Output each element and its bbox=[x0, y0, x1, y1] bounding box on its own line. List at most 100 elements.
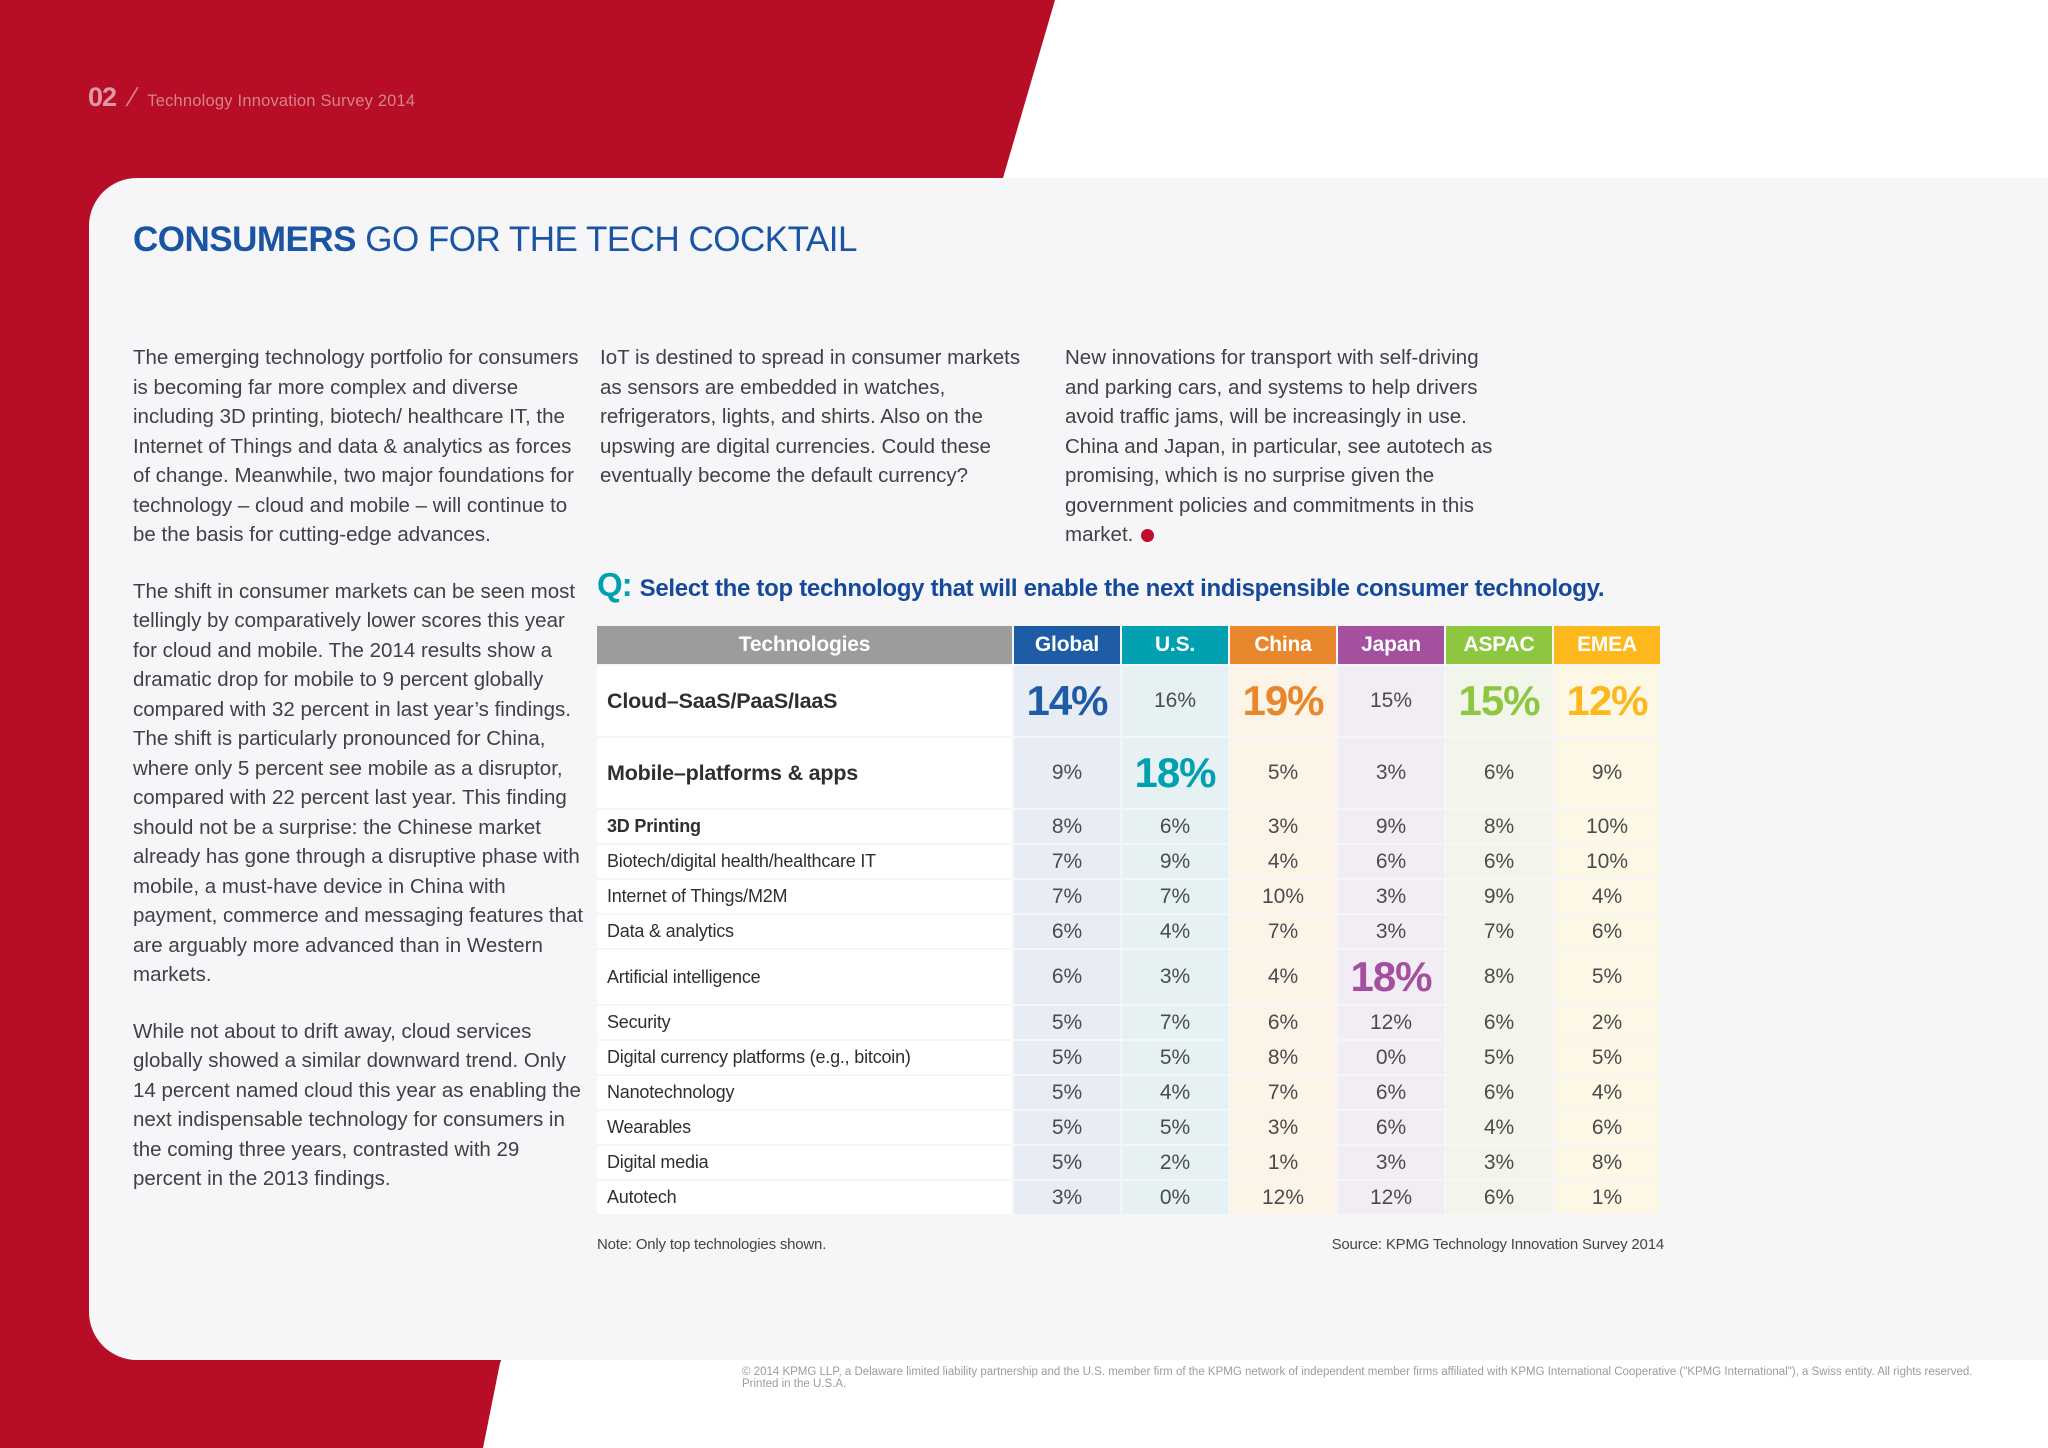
document-title: Technology Innovation Survey 2014 bbox=[147, 92, 416, 110]
page-header: 02 / Technology Innovation Survey 2014 bbox=[88, 82, 415, 113]
table-cell-china: 3% bbox=[1230, 1111, 1336, 1144]
paragraph: The emerging technology portfolio for co… bbox=[133, 346, 579, 546]
technology-label: Mobile–platforms & apps bbox=[597, 738, 1012, 808]
table-cell-emea: 5% bbox=[1554, 1041, 1660, 1074]
page-title: CONSUMERS GO FOR THE TECH COCKTAIL bbox=[133, 220, 857, 260]
table-cell-japan: 6% bbox=[1338, 845, 1444, 878]
technology-label: 3D Printing bbox=[597, 810, 1012, 843]
table-cell-us: 5% bbox=[1122, 1041, 1228, 1074]
table-cell-japan: 6% bbox=[1338, 1111, 1444, 1144]
table-row: Digital media 5% 2% 1% 3% 3% 8% bbox=[597, 1146, 1660, 1179]
technology-label: Nanotechnology bbox=[597, 1076, 1012, 1109]
paragraph: New innovations for transport with self-… bbox=[1065, 343, 1517, 550]
tech-results-table: Technologies Global U.S. China Japan ASPAC EME… bbox=[595, 624, 1662, 1216]
table-row: Internet of Things/M2M 7% 7% 10% 3% 9% 4% bbox=[597, 880, 1660, 913]
table-footnotes: Note: Only top technologies shown. Sourc… bbox=[597, 1236, 1664, 1253]
body-column-1: The emerging technology portfolio for co… bbox=[133, 343, 585, 1221]
table-cell-china: 1% bbox=[1230, 1146, 1336, 1179]
table-cell-aspac: 6% bbox=[1446, 1006, 1552, 1039]
content-card: CONSUMERS GO FOR THE TECH COCKTAIL The e… bbox=[89, 178, 2048, 1360]
table-cell-global: 7% bbox=[1014, 845, 1120, 878]
table-cell-global: 14% bbox=[1014, 666, 1120, 736]
table-header-row: Technologies Global U.S. China Japan ASPAC EME… bbox=[597, 626, 1660, 664]
column-header-technologies: Technologies bbox=[597, 626, 1012, 664]
table-cell-china: 3% bbox=[1230, 810, 1336, 843]
table-cell-japan: 12% bbox=[1338, 1181, 1444, 1214]
technology-label: Autotech bbox=[597, 1181, 1012, 1214]
table-cell-us: 4% bbox=[1122, 1076, 1228, 1109]
paragraph-text: New innovations for transport with self-… bbox=[1065, 346, 1493, 546]
table-cell-aspac: 4% bbox=[1446, 1111, 1552, 1144]
table-cell-china: 19% bbox=[1230, 666, 1336, 736]
table-cell-emea: 8% bbox=[1554, 1146, 1660, 1179]
table-cell-us: 7% bbox=[1122, 1006, 1228, 1039]
table-cell-china: 6% bbox=[1230, 1006, 1336, 1039]
table-cell-china: 8% bbox=[1230, 1041, 1336, 1074]
table-cell-us: 0% bbox=[1122, 1181, 1228, 1214]
technology-label: Security bbox=[597, 1006, 1012, 1039]
table-cell-emea: 10% bbox=[1554, 845, 1660, 878]
table-cell-china: 7% bbox=[1230, 915, 1336, 948]
table-cell-china: 4% bbox=[1230, 950, 1336, 1004]
table-cell-aspac: 15% bbox=[1446, 666, 1552, 736]
table-cell-global: 6% bbox=[1014, 950, 1120, 1004]
table-row: Nanotechnology 5% 4% 7% 6% 6% 4% bbox=[597, 1076, 1660, 1109]
question-prefix: Q: bbox=[597, 566, 633, 603]
paragraph: While not about to drift away, cloud ser… bbox=[133, 1019, 581, 1191]
table-cell-aspac: 3% bbox=[1446, 1146, 1552, 1179]
technology-label: Internet of Things/M2M bbox=[597, 880, 1012, 913]
table-cell-emea: 4% bbox=[1554, 880, 1660, 913]
table-cell-global: 5% bbox=[1014, 1146, 1120, 1179]
table-row: 3D Printing 8% 6% 3% 9% 8% 10% bbox=[597, 810, 1660, 843]
table-cell-japan: 18% bbox=[1338, 950, 1444, 1004]
technology-label: Wearables bbox=[597, 1111, 1012, 1144]
table-cell-us: 9% bbox=[1122, 845, 1228, 878]
technology-label: Artificial intelligence bbox=[597, 950, 1012, 1004]
table-cell-emea: 12% bbox=[1554, 666, 1660, 736]
table-cell-emea: 9% bbox=[1554, 738, 1660, 808]
table-cell-japan: 15% bbox=[1338, 666, 1444, 736]
table-cell-us: 5% bbox=[1122, 1111, 1228, 1144]
table-cell-global: 6% bbox=[1014, 915, 1120, 948]
table-row: Mobile–platforms & apps 9% 18% 5% 3% 6% 9% bbox=[597, 738, 1660, 808]
table-cell-emea: 6% bbox=[1554, 1111, 1660, 1144]
results-table-wrapper: Technologies Global U.S. China Japan ASPAC EME… bbox=[595, 624, 1662, 1216]
table-cell-global: 8% bbox=[1014, 810, 1120, 843]
table-cell-china: 7% bbox=[1230, 1076, 1336, 1109]
table-cell-aspac: 7% bbox=[1446, 915, 1552, 948]
table-cell-aspac: 6% bbox=[1446, 738, 1552, 808]
table-cell-aspac: 6% bbox=[1446, 845, 1552, 878]
table-cell-global: 7% bbox=[1014, 880, 1120, 913]
table-cell-us: 7% bbox=[1122, 880, 1228, 913]
table-row: Artificial intelligence 6% 3% 4% 18% 8% 5% bbox=[597, 950, 1660, 1004]
table-cell-japan: 6% bbox=[1338, 1076, 1444, 1109]
column-header-us: U.S. bbox=[1122, 626, 1228, 664]
technology-label: Biotech/digital health/healthcare IT bbox=[597, 845, 1012, 878]
table-cell-global: 3% bbox=[1014, 1181, 1120, 1214]
paragraph: The shift in consumer markets can be see… bbox=[133, 579, 584, 987]
column-header-japan: Japan bbox=[1338, 626, 1444, 664]
table-row: Autotech 3% 0% 12% 12% 6% 1% bbox=[597, 1181, 1660, 1214]
table-cell-china: 12% bbox=[1230, 1181, 1336, 1214]
table-cell-japan: 12% bbox=[1338, 1006, 1444, 1039]
question-text: Select the top technology that will enab… bbox=[639, 575, 1605, 602]
table-cell-global: 9% bbox=[1014, 738, 1120, 808]
technology-label: Data & analytics bbox=[597, 915, 1012, 948]
column-header-emea: EMEA bbox=[1554, 626, 1660, 664]
table-cell-china: 4% bbox=[1230, 845, 1336, 878]
table-row: Security 5% 7% 6% 12% 6% 2% bbox=[597, 1006, 1660, 1039]
page-title-emphasis: CONSUMERS bbox=[133, 220, 357, 259]
page-number: 02 bbox=[88, 82, 117, 112]
technology-label: Cloud–SaaS/PaaS/IaaS bbox=[597, 666, 1012, 736]
table-cell-us: 4% bbox=[1122, 915, 1228, 948]
table-cell-emea: 4% bbox=[1554, 1076, 1660, 1109]
table-cell-china: 10% bbox=[1230, 880, 1336, 913]
page-title-rest: GO FOR THE TECH COCKTAIL bbox=[356, 220, 857, 259]
table-cell-emea: 1% bbox=[1554, 1181, 1660, 1214]
column-header-aspac: ASPAC bbox=[1446, 626, 1552, 664]
table-cell-japan: 3% bbox=[1338, 915, 1444, 948]
table-cell-global: 5% bbox=[1014, 1111, 1120, 1144]
source-text: Source: KPMG Technology Innovation Surve… bbox=[1331, 1236, 1665, 1253]
table-cell-japan: 9% bbox=[1338, 810, 1444, 843]
table-cell-aspac: 8% bbox=[1446, 810, 1552, 843]
